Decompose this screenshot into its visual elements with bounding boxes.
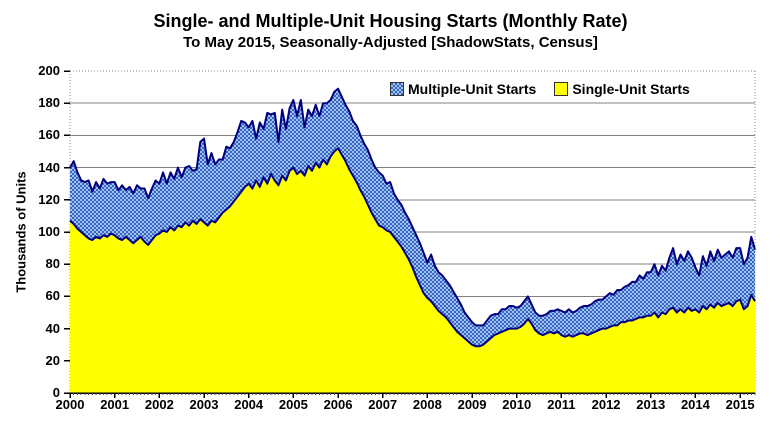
legend: Multiple-Unit Starts Single-Unit Starts: [390, 81, 690, 97]
x-axis-tick-label: 2012: [591, 397, 621, 412]
multiple-unit-swatch-icon: [390, 82, 404, 96]
single-unit-area: [70, 148, 755, 393]
legend-item-single-unit: Single-Unit Starts: [554, 81, 690, 97]
y-axis-tick-label: 40: [45, 320, 60, 336]
x-axis-tick-label: 2009: [457, 397, 487, 412]
total-starts-line: [69, 87, 756, 327]
y-axis-tick-label: 120: [38, 191, 60, 207]
legend-label-single-unit: Single-Unit Starts: [572, 81, 690, 97]
x-axis-tick-label: 2011: [547, 397, 576, 412]
x-axis-tick-label: 2008: [412, 397, 442, 412]
x-axis-tick-label: 2004: [234, 397, 264, 412]
x-axis-tick-label: 2003: [189, 397, 219, 412]
chart-subtitle: To May 2015, Seasonally-Adjusted [Shadow…: [183, 34, 598, 51]
single-unit-swatch-icon: [554, 82, 569, 96]
x-axis-tick-label: 2013: [636, 397, 666, 412]
x-axis-tick-label: 2015: [725, 397, 755, 412]
y-axis-tick-label: 200: [38, 63, 60, 78]
x-axis-tick-label: 2006: [323, 397, 353, 412]
legend-item-multiple-unit: Multiple-Unit Starts: [390, 81, 536, 97]
plot-area: [64, 70, 756, 398]
y-axis-tick-label: 20: [45, 352, 60, 368]
x-axis-tick-label: 2000: [55, 397, 85, 412]
legend-label-multiple-unit: Multiple-Unit Starts: [408, 81, 537, 97]
x-axis-tick-label: 2010: [502, 397, 532, 412]
x-axis-tick-label: 2007: [368, 397, 398, 412]
y-axis-tick-label: 80: [45, 256, 60, 272]
chart-title: Single- and Multiple-Unit Housing Starts…: [153, 11, 628, 31]
x-axis-tick-label: 2001: [100, 397, 130, 412]
multiple-unit-area: [70, 88, 755, 347]
single-unit-line: [69, 147, 756, 348]
y-axis-tick-label: 160: [38, 127, 60, 143]
x-axis-tick-label: 2002: [144, 397, 174, 412]
y-axis-tick-label: 140: [38, 159, 60, 175]
x-axis-tick-label: 2005: [278, 397, 308, 412]
y-axis-tick-label: 180: [38, 95, 60, 111]
y-axis-tick-label: 100: [38, 224, 60, 239]
y-axis-tick-label: 0: [52, 385, 60, 400]
x-axis-tick-label: 2014: [680, 397, 710, 412]
y-axis-tick-label: 60: [45, 288, 60, 304]
